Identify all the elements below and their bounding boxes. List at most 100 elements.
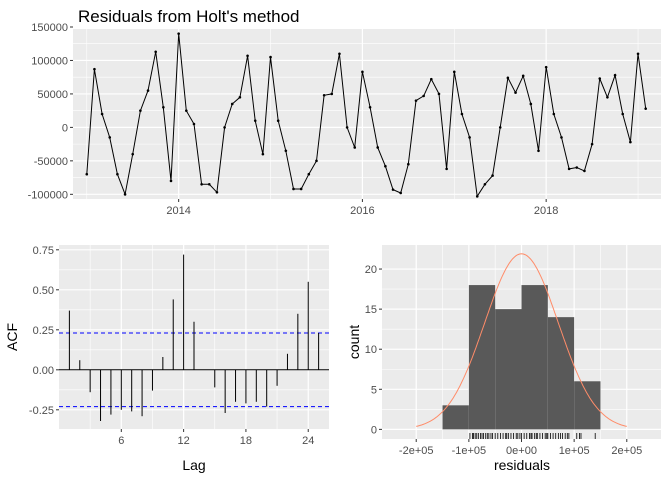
residual-point	[521, 74, 525, 78]
residual-point	[230, 102, 234, 106]
residual-point	[376, 146, 380, 149]
residual-point	[491, 174, 494, 177]
residual-point	[391, 188, 395, 191]
residual-point	[606, 95, 609, 99]
histogram-x-label: residuals	[494, 457, 550, 473]
residual-series-line	[86, 33, 647, 198]
residual-point	[498, 126, 502, 129]
residual-point	[146, 89, 150, 92]
histogram-panel-marks	[416, 253, 627, 439]
normal-density-curve	[416, 253, 627, 427]
residual-point	[575, 166, 579, 169]
residual-point	[452, 70, 456, 74]
residual-point	[621, 112, 625, 116]
residual-point	[108, 136, 112, 139]
y-tick-label: 15	[365, 304, 377, 316]
residual-point	[598, 77, 602, 80]
chart-title: Residuals from Holt's method	[78, 7, 300, 26]
x-tick-label: 2014	[166, 205, 190, 217]
y-tick-label: 0.25	[33, 325, 54, 337]
residual-point	[590, 142, 594, 146]
y-tick-label: -100000	[28, 189, 68, 201]
residual-point	[284, 149, 288, 153]
residual-point	[169, 179, 173, 183]
y-tick-label: 100000	[31, 55, 68, 67]
residual-point	[238, 95, 242, 99]
residual-point	[261, 152, 265, 156]
residual-point	[483, 182, 487, 186]
residual-point	[414, 99, 418, 102]
line-panel-axes: -100000 -50000 0 50000 100000 150000 2014 2016 2…	[28, 22, 559, 217]
residual-point	[215, 191, 219, 194]
acf-y-label: ACF	[4, 323, 20, 351]
line-panel-background	[73, 29, 661, 199]
acf-panel-marks	[59, 254, 329, 421]
residual-point	[544, 65, 548, 69]
residual-point	[139, 109, 142, 112]
x-tick-label: 24	[302, 435, 314, 447]
residual-point	[154, 50, 157, 54]
residual-point	[200, 182, 203, 186]
histogram-y-label: count	[346, 325, 362, 359]
acf-panel: -0.25 0.00 0.25 0.50 0.75 6 12 18 24 Lag ACF	[4, 245, 329, 473]
residual-point	[368, 106, 372, 109]
residual-point	[330, 92, 334, 96]
y-tick-label: 0.75	[33, 245, 54, 257]
histogram-panel-axes: 0 5 10 15 20 -2e+05 -1e+05 0e+00 1e+05 2e+05	[365, 264, 642, 457]
y-tick-label: 150000	[31, 22, 68, 34]
y-tick-label: 0.00	[33, 365, 54, 377]
residual-point	[338, 52, 341, 56]
residual-point	[345, 126, 349, 129]
residual-point	[460, 112, 464, 116]
residual-point	[407, 162, 410, 166]
y-tick-label: 10	[365, 344, 377, 356]
residual-point	[506, 76, 510, 80]
histogram-bar	[574, 381, 601, 430]
histogram-bar	[468, 285, 496, 430]
residual-point	[246, 54, 249, 58]
residual-point	[177, 32, 180, 35]
residual-point	[299, 187, 303, 191]
x-tick-label: 18	[240, 435, 252, 447]
residual-point	[445, 167, 448, 171]
y-tick-label: 0	[371, 424, 377, 436]
y-tick-label: 5	[371, 384, 377, 396]
line-panel-marks	[85, 32, 647, 198]
residual-point	[207, 182, 211, 186]
residual-point	[315, 159, 318, 163]
residual-point	[185, 109, 188, 112]
residual-point	[567, 167, 571, 171]
residual-point	[353, 146, 357, 149]
x-tick-label: 0e+00	[506, 445, 537, 457]
residual-point	[514, 91, 517, 94]
x-tick-label: -1e+05	[452, 445, 487, 457]
residual-point	[361, 70, 364, 74]
residual-point	[552, 112, 556, 116]
x-tick-label: 6	[118, 435, 124, 447]
residual-point	[644, 107, 647, 110]
x-tick-label: 2016	[350, 205, 374, 217]
residual-point	[430, 77, 433, 81]
residual-point	[162, 106, 165, 109]
residual-point	[192, 122, 196, 126]
residual-point	[422, 94, 425, 98]
acf-x-label: Lag	[182, 457, 205, 473]
histogram-panel: 0 5 10 15 20 -2e+05 -1e+05 0e+00 1e+05 2e+05 resi…	[346, 245, 661, 473]
residual-point	[322, 93, 326, 97]
y-tick-label: -50000	[34, 156, 68, 168]
x-tick-label: 1e+05	[559, 445, 590, 457]
y-tick-label: 0.50	[33, 285, 54, 297]
x-tick-label: 2018	[534, 205, 558, 217]
y-tick-label: 50000	[37, 89, 68, 101]
residual-point	[437, 92, 441, 96]
residual-point	[307, 172, 311, 176]
histogram-bar	[442, 405, 469, 430]
y-tick-label: 20	[365, 264, 377, 276]
residual-point	[292, 187, 295, 191]
residual-point	[399, 191, 402, 195]
residual-point	[93, 67, 96, 71]
histogram-bar	[521, 285, 548, 430]
residual-point	[583, 169, 586, 173]
residual-point	[269, 55, 272, 59]
